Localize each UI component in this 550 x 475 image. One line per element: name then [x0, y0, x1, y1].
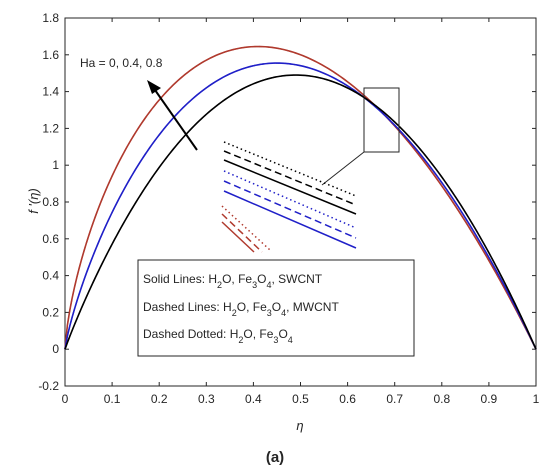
- x-tick-label: 0.3: [198, 392, 215, 406]
- axis-ticks: [64, 17, 537, 387]
- y-tick-labels: -0.2 0 0.2 0.4 0.6 0.8 1 1.2 1.4 1.6 1.8: [38, 11, 59, 393]
- series-line-3-dash-dotted: [64, 74, 537, 350]
- legend-line-dashed: Dashed Lines: H2O, Fe3O4, MWCNT: [143, 300, 339, 318]
- y-tick-label: 1: [52, 158, 59, 172]
- y-tick-label: 1.4: [42, 85, 59, 99]
- y-tick-label: 0.6: [42, 232, 59, 246]
- x-tick-label: 0.4: [245, 392, 262, 406]
- zoom-inset: [221, 87, 400, 253]
- inset-blue-lines: [223, 170, 357, 249]
- subfigure-label: (a): [266, 449, 284, 466]
- y-tick-label: 0.4: [42, 269, 59, 283]
- zoom-connector-line: [321, 151, 365, 186]
- x-tick-label: 0.9: [481, 392, 498, 406]
- y-tick-label: 1.2: [42, 121, 59, 135]
- y-tick-label: -0.2: [38, 379, 59, 393]
- x-tick-label: 0.5: [292, 392, 309, 406]
- zoom-source-box: [363, 87, 400, 153]
- y-tick-label: 0.8: [42, 195, 59, 209]
- x-tick-label: 0.8: [433, 392, 450, 406]
- legend-line-dash-dotted: Dashed Dotted: H2O, Fe3O4: [143, 327, 293, 345]
- x-tick-label: 0.7: [386, 392, 403, 406]
- y-axis-title: f '(η): [26, 188, 41, 214]
- y-tick-label: 1.6: [42, 48, 59, 62]
- x-axis-title: η: [296, 418, 303, 433]
- series-line-2-dash-dotted: [64, 62, 537, 350]
- y-tick-label: 0.2: [42, 305, 59, 319]
- x-tick-label: 0: [62, 392, 69, 406]
- x-tick-label: 0.1: [104, 392, 121, 406]
- x-tick-label: 0.2: [151, 392, 168, 406]
- series-layer: [64, 45, 537, 350]
- x-tick-label: 1: [533, 392, 540, 406]
- x-tick-label: 0.6: [339, 392, 356, 406]
- ha-annotation: Ha = 0, 0.4, 0.8: [80, 56, 163, 70]
- ha-arrow: [147, 80, 198, 151]
- x-tick-labels: 0 0.1 0.2 0.3 0.4 0.5 0.6 0.7 0.8 0.9 1: [62, 392, 540, 406]
- legend-line-solid: Solid Lines: H2O, Fe3O4, SWCNT: [143, 272, 323, 290]
- inset-black-lines: [223, 141, 357, 215]
- series-line-1-dash-dotted: [64, 46, 537, 350]
- inset-red-lines: [221, 205, 271, 253]
- y-tick-label: 0: [52, 342, 59, 356]
- y-tick-label: 1.8: [42, 11, 59, 25]
- legend-box: Solid Lines: H2O, Fe3O4, SWCNT Dashed Li…: [137, 259, 415, 357]
